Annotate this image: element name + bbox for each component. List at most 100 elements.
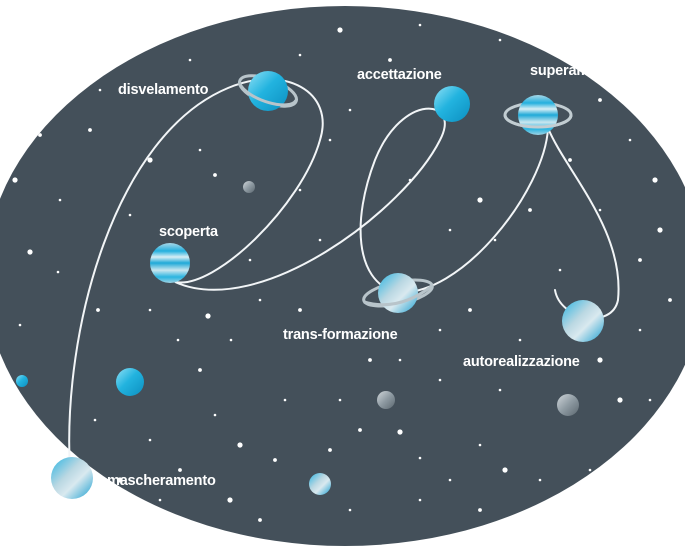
star: [448, 478, 452, 482]
star: [298, 188, 302, 192]
small-planet-icon: [243, 181, 255, 193]
trans-formazione-planet-icon: [378, 273, 418, 313]
stage-label-scoperta: scoperta: [159, 224, 219, 240]
accettazione-planet-icon: [434, 86, 470, 122]
star: [668, 298, 672, 302]
stage-superamento: superamento: [503, 63, 619, 135]
star: [98, 88, 102, 92]
star: [73, 58, 77, 62]
journey-path: [68, 78, 620, 471]
star: [248, 258, 252, 262]
stage-label-superamento: superamento: [530, 63, 619, 79]
stage-autorealizzazione: autorealizzazione: [463, 300, 604, 370]
star: [198, 368, 202, 372]
star: [178, 468, 182, 472]
star: [188, 58, 192, 62]
star: [328, 448, 332, 452]
star: [318, 238, 322, 242]
star: [283, 398, 287, 402]
star: [438, 378, 442, 382]
star: [657, 227, 663, 233]
star: [438, 328, 442, 332]
star: [418, 456, 422, 460]
stage-disvelamento: disvelamento: [118, 71, 298, 111]
star: [96, 308, 100, 312]
star: [273, 458, 277, 462]
star: [468, 308, 472, 312]
star: [518, 338, 522, 342]
star: [498, 38, 502, 42]
star: [8, 378, 12, 382]
star: [158, 498, 162, 502]
star: [597, 357, 603, 363]
star: [298, 53, 302, 57]
star: [638, 328, 642, 332]
star: [588, 468, 592, 472]
star: [418, 23, 422, 27]
star: [227, 497, 233, 503]
star: [538, 478, 542, 482]
star: [12, 177, 18, 183]
star: [598, 98, 602, 102]
small-planet-icon: [116, 368, 144, 396]
star: [229, 338, 233, 342]
star: [148, 18, 152, 22]
star: [448, 228, 452, 232]
star: [176, 338, 180, 342]
star: [56, 270, 60, 274]
star: [93, 418, 97, 422]
small-planet-icon: [557, 394, 579, 416]
star: [648, 398, 652, 402]
star: [478, 443, 482, 447]
star: [147, 157, 153, 163]
star: [128, 213, 132, 217]
star: [198, 148, 202, 152]
star: [337, 27, 343, 33]
planet-ring-front: [503, 114, 573, 129]
star: [237, 442, 243, 448]
star: [578, 38, 582, 42]
star: [502, 467, 508, 473]
star: [397, 429, 403, 435]
stage-label-autorealizzazione: autorealizzazione: [463, 354, 580, 370]
star: [398, 358, 402, 362]
star: [338, 398, 342, 402]
star: [213, 413, 217, 417]
mascheramento-planet-icon: [51, 457, 93, 499]
star: [628, 138, 632, 142]
star: [348, 108, 352, 112]
star: [628, 458, 632, 462]
stage-accettazione: accettazione: [357, 67, 470, 122]
star: [117, 477, 123, 483]
star: [258, 518, 262, 522]
star: [328, 138, 332, 142]
star: [478, 508, 482, 512]
star: [528, 208, 532, 212]
planet-ring-front: [363, 284, 433, 307]
small-planet-icon: [309, 473, 331, 495]
superamento-planet-icon: [518, 95, 558, 135]
star: [107, 32, 113, 38]
autorealizzazione-planet-icon: [562, 300, 604, 342]
star: [58, 198, 62, 202]
stage-scoperta: scoperta: [150, 224, 219, 283]
star: [18, 323, 22, 327]
star: [33, 88, 37, 92]
star: [493, 238, 497, 242]
star: [88, 128, 92, 132]
star: [58, 518, 62, 522]
scoperta-planet-icon: [150, 243, 190, 283]
star: [477, 197, 483, 203]
star: [568, 158, 572, 162]
star: [418, 498, 422, 502]
star: [27, 249, 33, 255]
star: [38, 133, 42, 137]
star: [148, 438, 152, 442]
stage-label-trans-formazione: trans-formazione: [283, 327, 398, 343]
disvelamento-planet-icon: [248, 71, 288, 111]
night-sky-background: [0, 6, 685, 546]
star: [213, 173, 217, 177]
star: [348, 508, 352, 512]
star: [617, 397, 623, 403]
